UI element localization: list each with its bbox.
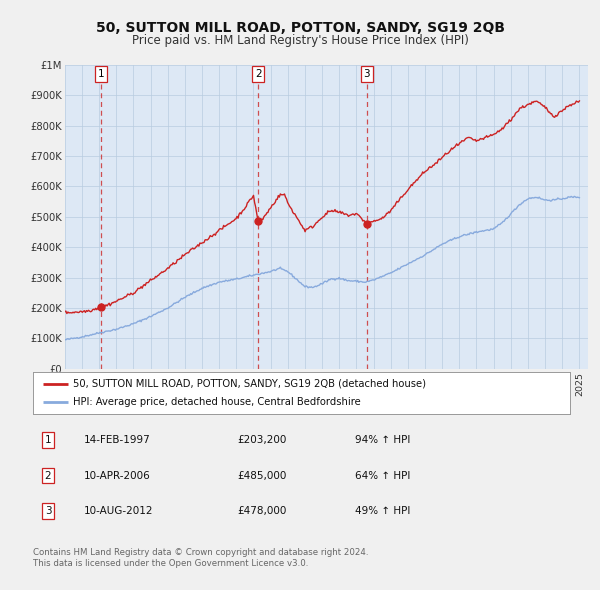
Text: HPI: Average price, detached house, Central Bedfordshire: HPI: Average price, detached house, Cent… [73, 397, 361, 407]
Text: Price paid vs. HM Land Registry's House Price Index (HPI): Price paid vs. HM Land Registry's House … [131, 34, 469, 47]
Text: 14-FEB-1997: 14-FEB-1997 [84, 435, 151, 445]
Text: 1: 1 [98, 69, 104, 79]
Text: £485,000: £485,000 [237, 471, 286, 480]
Text: 3: 3 [364, 69, 370, 79]
Text: 2: 2 [45, 471, 52, 480]
Text: 50, SUTTON MILL ROAD, POTTON, SANDY, SG19 2QB: 50, SUTTON MILL ROAD, POTTON, SANDY, SG1… [95, 21, 505, 35]
Text: 10-APR-2006: 10-APR-2006 [84, 471, 151, 480]
Text: Contains HM Land Registry data © Crown copyright and database right 2024.
This d: Contains HM Land Registry data © Crown c… [33, 548, 368, 568]
Text: 50, SUTTON MILL ROAD, POTTON, SANDY, SG19 2QB (detached house): 50, SUTTON MILL ROAD, POTTON, SANDY, SG1… [73, 379, 426, 389]
Text: 10-AUG-2012: 10-AUG-2012 [84, 506, 154, 516]
Text: £203,200: £203,200 [237, 435, 286, 445]
Text: 64% ↑ HPI: 64% ↑ HPI [355, 471, 410, 480]
Text: 94% ↑ HPI: 94% ↑ HPI [355, 435, 410, 445]
Text: 2: 2 [255, 69, 262, 79]
Text: 49% ↑ HPI: 49% ↑ HPI [355, 506, 410, 516]
Text: £478,000: £478,000 [237, 506, 286, 516]
Text: 1: 1 [45, 435, 52, 445]
Text: 3: 3 [45, 506, 52, 516]
